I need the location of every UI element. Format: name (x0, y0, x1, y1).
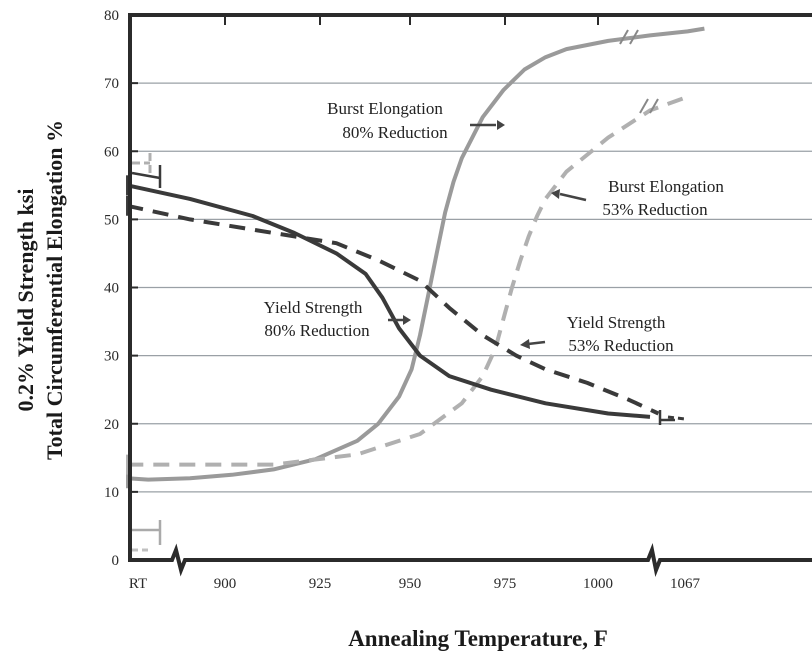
annotation-arrow (527, 340, 546, 346)
annotation-arrow (559, 192, 587, 202)
annotation-yield-80-line1: Yield Strength (264, 298, 363, 317)
annotation-arrowhead (520, 339, 530, 349)
annotation-yield-80: Yield Strength 80% Reduction (264, 298, 411, 340)
series-line-3 (126, 183, 651, 419)
annotation-arrowhead (403, 315, 411, 325)
y-tick-label: 0 (112, 553, 120, 569)
x-axis-title: Annealing Temperature, F (348, 626, 608, 651)
annotation-burst-80-line2: 80% Reduction (342, 123, 448, 142)
series-layer (126, 26, 705, 489)
annotation-yield-53-line2: 53% Reduction (568, 336, 674, 355)
annotation-arrowhead (551, 189, 560, 199)
annotation-burst-80-line1: Burst Elongation (327, 99, 443, 118)
annotation-yield-80-line2: 80% Reduction (264, 321, 370, 340)
x-tick-label: 900 (214, 576, 237, 592)
y-tick-label: 20 (104, 417, 119, 433)
annotation-burst-53-line1: Burst Elongation (608, 177, 724, 196)
x-tick-label: 1000 (583, 576, 613, 592)
x-tick-label: 975 (494, 576, 517, 592)
y-tick-label: 30 (104, 349, 119, 365)
x-tick-label: 1067 (670, 576, 701, 592)
rt-marker-yield-80 (131, 165, 162, 188)
x-tick-label: 925 (309, 576, 332, 592)
y-tick-labels: 0 10 20 30 40 50 60 70 80 (104, 8, 119, 569)
break-mark (639, 98, 659, 114)
y-tick-label: 10 (104, 485, 119, 501)
annotation-burst-80: Burst Elongation 80% Reduction (327, 99, 505, 142)
annotation-yield-53-line1: Yield Strength (567, 313, 666, 332)
annotation-burst-53: Burst Elongation 53% Reduction (551, 177, 724, 219)
series-line-4 (126, 203, 660, 416)
y-tick-label: 70 (104, 76, 119, 92)
y-axis-title-line1: 0.2% Yield Strength ksi (13, 189, 38, 412)
x-tick-labels: RT 900 925 950 975 1000 1067 (129, 576, 701, 592)
series-line-1 (127, 26, 705, 482)
break-mark (619, 29, 639, 45)
y-tick-label: 50 (104, 212, 119, 228)
y-tick-label: 80 (104, 8, 119, 24)
rt-marker-burst-80 (132, 520, 162, 545)
annotation-arrowhead (497, 120, 505, 130)
y-tick-label: 40 (104, 281, 119, 297)
rt-marker-yield-53 (132, 153, 152, 173)
x-tick-label: RT (129, 576, 147, 592)
plot-frame (128, 13, 812, 577)
yield-53-end-stub (667, 415, 686, 421)
x-axis-line (130, 543, 812, 577)
annotation-burst-53-line2: 53% Reduction (602, 200, 708, 219)
series-line-2 (127, 94, 689, 467)
grid-lines (130, 82, 812, 493)
x-tick-label: 950 (399, 576, 422, 592)
rt-markers (131, 153, 162, 552)
yield-80-end-stub (658, 410, 675, 425)
annotation-yield-53: Yield Strength 53% Reduction (520, 313, 674, 355)
y-tick-label: 60 (104, 144, 119, 160)
y-axis-title-line2: Total Circumferential Elongation % (42, 120, 67, 460)
